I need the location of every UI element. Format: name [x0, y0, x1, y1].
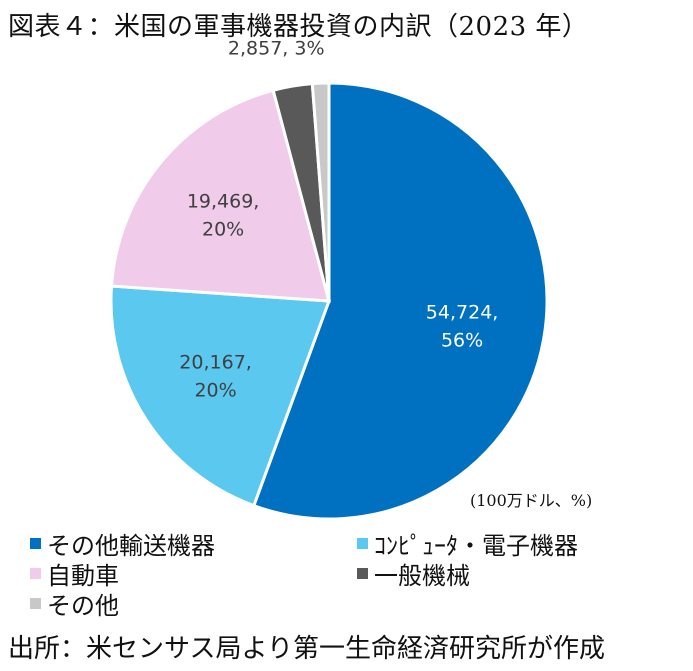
source-note: 出所：米センサス局より第一生命経済研究所が作成	[8, 634, 605, 664]
slice-other	[310, 81, 331, 302]
slice-other-transport	[251, 81, 549, 521]
legend-item-computer-electronic: ｺﾝﾋﾟｭｰﾀ・電子機器	[357, 526, 578, 561]
data-label-automobile: 19,469, 20%	[187, 191, 260, 241]
legend-item-other: その他	[30, 586, 119, 621]
legend-label-general-machinery: 一般機械	[374, 562, 470, 590]
legend-label-computer-electronic: ｺﾝﾋﾟｭｰﾀ・電子機器	[374, 532, 578, 560]
legend-label-other: その他	[47, 592, 119, 620]
legend-swatch-automobile	[30, 568, 41, 579]
legend-swatch-other	[30, 598, 41, 609]
slice-automobile	[109, 88, 331, 303]
legend-swatch-computer-electronic	[357, 538, 368, 549]
data-label-computer-electronic: 20,167, 20%	[179, 351, 252, 401]
unit-note: (100万ドル、%)	[470, 491, 593, 510]
legend-swatch-other-transport	[30, 538, 41, 549]
legend-item-general-machinery: 一般機械	[357, 556, 470, 591]
data-label-other-transport: 54,724, 56%	[426, 302, 499, 352]
data-label-general-machinery: 2,857, 3%	[228, 37, 325, 59]
slice-computer-electronic	[109, 284, 332, 508]
legend-item-other-transport: その他輸送機器	[30, 526, 215, 561]
legend-item-automobile: 自動車	[30, 556, 119, 591]
legend-label-automobile: 自動車	[47, 562, 119, 590]
chart-title: 図表４：米国の軍事機器投資の内訳（2023 年）	[8, 12, 589, 42]
legend-label-other-transport: その他輸送機器	[47, 532, 215, 560]
legend-swatch-general-machinery	[357, 568, 368, 579]
